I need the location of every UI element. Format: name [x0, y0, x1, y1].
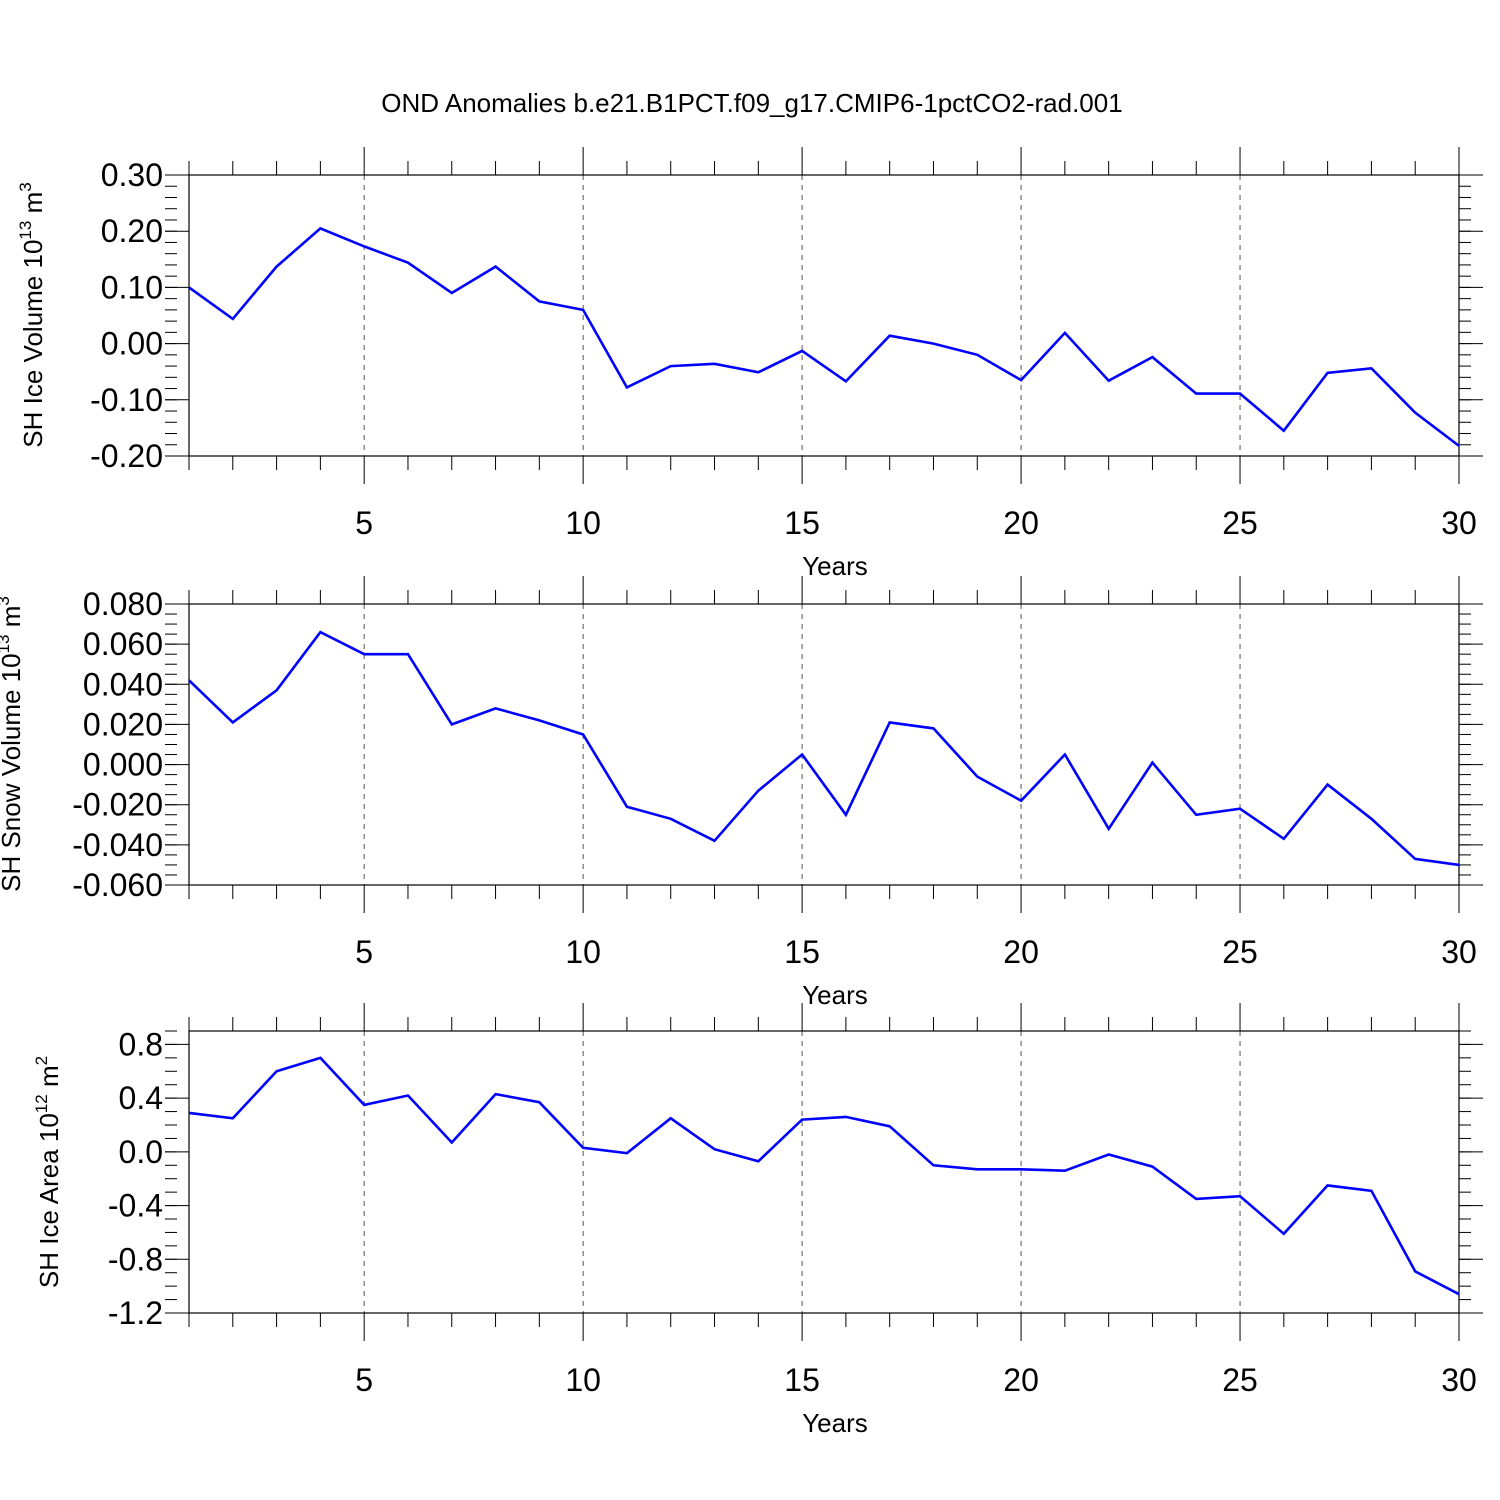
y-tick-label: 0.8	[119, 1026, 163, 1062]
chart-panel-1: 5 10 15 20 25 30 0.30 0.20 0.10 0.00 -0.10 -0.20 Yea…	[16, 147, 1483, 581]
x-tick-label: 5	[355, 505, 373, 541]
y-tick-label: -0.20	[90, 438, 163, 474]
plot-frame	[188, 174, 1460, 457]
x-tick-label: 30	[1441, 505, 1477, 541]
x-tick-label: 15	[784, 505, 820, 541]
x-tick-label: 10	[565, 1362, 601, 1398]
y-tick-label: -0.060	[72, 867, 163, 903]
x-tick-label: 15	[784, 1362, 820, 1398]
y-tick-label: 0.000	[83, 747, 163, 783]
x-tick-label: 25	[1222, 1362, 1258, 1398]
chart-panel-2: 5 10 15 20 25 30 0.080 0.060 0.040 0.020 0.000 -0.0…	[0, 576, 1483, 1010]
x-tick-label: 20	[1003, 934, 1039, 970]
y-tick-label: -0.8	[108, 1241, 163, 1277]
x-tick-label: 5	[355, 934, 373, 970]
x-tick-label: 25	[1222, 934, 1258, 970]
plot-frame	[188, 1030, 1460, 1314]
y-tick-label: -1.2	[108, 1295, 163, 1331]
y-tick-label: 0.040	[83, 666, 163, 702]
x-tick-label: 5	[355, 1362, 373, 1398]
y-axis-label: SH Ice Volume 1013 m3	[16, 182, 48, 447]
series-line-1	[188, 226, 1460, 447]
x-axis-label: Years	[802, 1408, 868, 1438]
y-tick-label: 0.00	[101, 326, 163, 362]
x-tick-label: 10	[565, 934, 601, 970]
x-tick-label: 30	[1441, 934, 1477, 970]
y-tick-label: 0.060	[83, 626, 163, 662]
series-line-1	[188, 1056, 1460, 1296]
x-axis-label: Years	[802, 980, 868, 1010]
chart-panel-3: 5 10 15 20 25 30 0.8 0.4 0.0 -0.4 -0.8 -1.2 Years SH …	[32, 1003, 1483, 1438]
y-tick-label: 0.080	[83, 586, 163, 622]
y-tick-label: 0.0	[119, 1134, 163, 1170]
y-tick-label: 0.20	[101, 213, 163, 249]
series-line-1	[188, 630, 1460, 867]
x-axis-label: Years	[802, 551, 868, 581]
y-tick-label: 0.10	[101, 269, 163, 305]
y-tick-label: 0.4	[119, 1080, 163, 1116]
x-tick-label: 10	[565, 505, 601, 541]
x-tick-label: 30	[1441, 1362, 1477, 1398]
x-tick-label: 15	[784, 934, 820, 970]
y-tick-label: 0.020	[83, 706, 163, 742]
y-tick-label: -0.020	[72, 787, 163, 823]
y-tick-label: 0.30	[101, 157, 163, 193]
y-axis-label: SH Snow Volume 1013 m3	[0, 596, 26, 892]
y-axis-label: SH Ice Area 1012 m2	[32, 1056, 64, 1288]
x-tick-label: 25	[1222, 505, 1258, 541]
y-tick-label: -0.040	[72, 827, 163, 863]
figure-title: OND Anomalies b.e21.B1PCT.f09_g17.CMIP6-…	[381, 88, 1122, 118]
x-tick-label: 20	[1003, 1362, 1039, 1398]
y-tick-label: -0.4	[108, 1188, 163, 1224]
y-tick-label: -0.10	[90, 382, 163, 418]
plot-frame	[188, 603, 1460, 886]
x-tick-label: 20	[1003, 505, 1039, 541]
